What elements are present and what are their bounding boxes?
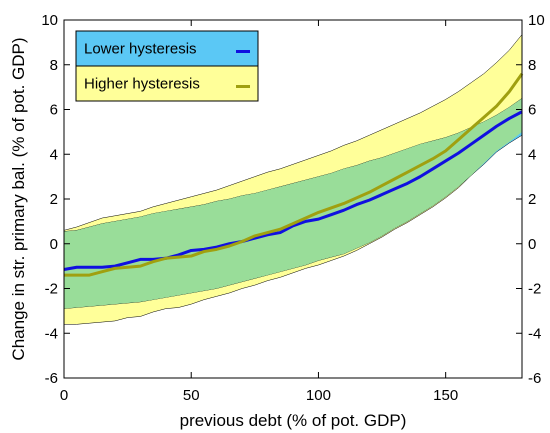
y-tick-label-right: 6 — [528, 102, 536, 119]
y-tick-label: -2 — [45, 281, 58, 298]
y-tick-label-right: 0 — [528, 236, 536, 253]
x-tick-label: 150 — [433, 387, 458, 404]
y-tick-label: 4 — [50, 146, 58, 163]
axes: 0 50 100 150 -6 -6 -4 -4 -2 -2 0 0 2 2 4 4 6 6 8 8 10 10 — [41, 12, 544, 404]
y-axis-label: Change in str. primary bal. (% of pot. G… — [9, 37, 28, 360]
legend-label-higher-hysteresis: Higher hysteresis — [84, 76, 200, 93]
y-tick-label: 0 — [50, 236, 58, 253]
y-tick-label: 2 — [50, 191, 58, 208]
x-tick-label: 50 — [183, 387, 200, 404]
y-tick-label-right: 10 — [528, 12, 545, 29]
y-tick-label: 6 — [50, 102, 58, 119]
x-tick-label: 100 — [306, 387, 331, 404]
y-tick-label: 10 — [41, 12, 58, 29]
legend-box-higher-hysteresis — [75, 65, 259, 102]
x-tick-label: 0 — [60, 387, 68, 404]
legend-label-lower-hysteresis: Lower hysteresis — [84, 41, 197, 58]
legend: Lower hysteresis Higher hysteresis — [75, 30, 259, 102]
y-tick-label: -6 — [45, 370, 58, 387]
y-tick-label-right: -2 — [528, 281, 541, 298]
x-axis-label: previous debt (% of pot. GDP) — [180, 411, 407, 430]
y-tick-label-right: -6 — [528, 370, 541, 387]
y-tick-label-right: 2 — [528, 191, 536, 208]
series-lines — [63, 72, 524, 277]
y-tick-label-right: 8 — [528, 57, 536, 74]
y-tick-label: -4 — [45, 325, 58, 342]
y-tick-label-right: -4 — [528, 325, 541, 342]
y-tick-label-right: 4 — [528, 146, 536, 163]
y-tick-label: 8 — [50, 57, 58, 74]
series-line-lower-hysteresis — [63, 110, 523, 271]
series-line-higher-hysteresis — [64, 72, 524, 277]
